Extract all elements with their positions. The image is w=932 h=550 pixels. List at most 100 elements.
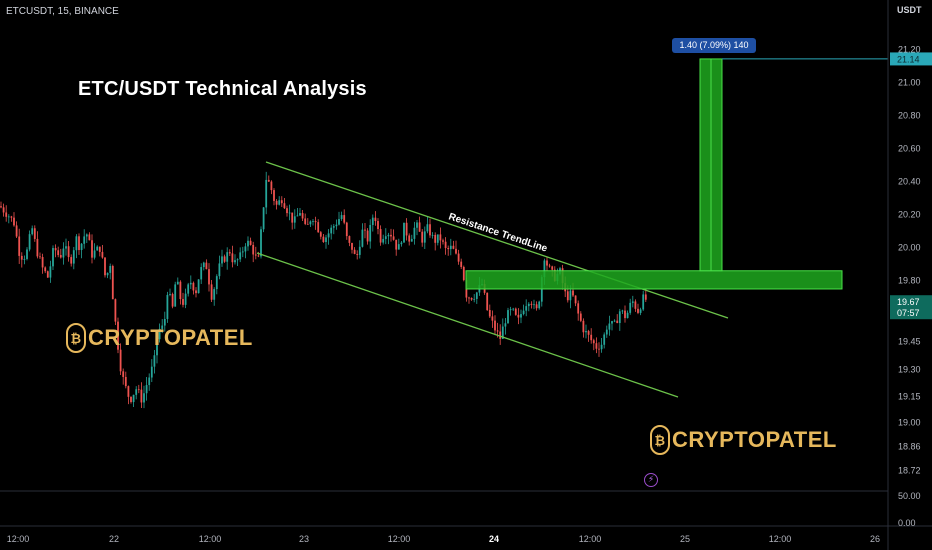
y-tick-label: 20.00	[898, 243, 921, 253]
y-tick-label: 19.30	[898, 365, 921, 375]
candle	[460, 261, 463, 267]
candle	[5, 212, 8, 217]
candle	[486, 292, 489, 310]
candle	[436, 234, 439, 243]
candle	[351, 242, 353, 250]
candle	[312, 221, 314, 222]
candle	[382, 238, 385, 243]
candle	[413, 227, 416, 239]
candle	[291, 212, 294, 223]
candle	[408, 235, 411, 242]
candle	[468, 297, 470, 299]
candle	[592, 340, 595, 344]
candle	[499, 331, 502, 339]
symbol-header: ETCUSDT, 15, BINANCE	[6, 6, 119, 17]
candle	[10, 216, 13, 218]
candle	[582, 320, 585, 333]
candle	[273, 190, 275, 201]
candle	[179, 281, 182, 300]
candle	[31, 228, 34, 235]
candle	[153, 355, 156, 367]
candle	[226, 252, 229, 262]
candle	[637, 308, 639, 313]
candle	[496, 330, 499, 332]
candle	[442, 240, 444, 242]
candle	[132, 394, 135, 403]
candle	[390, 234, 392, 237]
target-price-tag-text: 21.14	[897, 54, 920, 64]
candle	[119, 349, 122, 372]
candle	[455, 248, 457, 254]
candle	[288, 212, 291, 214]
candle	[387, 234, 390, 237]
candle	[405, 222, 408, 236]
candle	[52, 248, 54, 267]
candle	[605, 329, 608, 335]
candle	[634, 301, 637, 309]
candle	[70, 257, 73, 264]
lightning-icon[interactable]: ⚡	[644, 473, 658, 487]
y-tick-label: 19.15	[898, 392, 921, 402]
candle	[150, 366, 153, 378]
candle	[319, 232, 322, 237]
candle	[379, 229, 382, 243]
candle	[28, 234, 31, 250]
candle	[353, 249, 356, 254]
candle	[143, 393, 145, 403]
resistance-trendline-label: Resistance TrendLine	[447, 211, 549, 254]
candle	[187, 284, 190, 294]
y-tick-label: 20.60	[898, 144, 921, 154]
candle	[410, 238, 413, 242]
candle	[130, 396, 132, 403]
candle	[117, 321, 119, 350]
x-tick-label: 12:00	[199, 534, 222, 544]
candle	[473, 298, 476, 300]
candle	[449, 245, 452, 250]
candle	[325, 237, 327, 243]
candle	[574, 295, 577, 304]
candle	[621, 310, 624, 312]
candle	[221, 256, 223, 264]
candle	[2, 207, 5, 213]
candle	[338, 219, 340, 225]
candle	[286, 208, 288, 214]
candle	[205, 262, 208, 270]
candle	[616, 320, 619, 324]
candle	[426, 224, 429, 232]
measure-label[interactable]: 1.40 (7.09%) 140	[672, 38, 756, 53]
candle	[590, 334, 593, 341]
candle	[361, 229, 364, 247]
candle	[145, 385, 148, 394]
candle	[23, 258, 26, 260]
candle	[88, 234, 91, 241]
candle	[33, 228, 36, 239]
candle	[41, 257, 44, 268]
candle	[101, 251, 104, 258]
candle	[36, 238, 39, 257]
candle	[431, 234, 434, 236]
candle	[343, 215, 346, 223]
candle	[215, 276, 218, 290]
candle	[358, 246, 361, 255]
candle	[444, 241, 447, 249]
candle	[213, 289, 216, 300]
candle	[600, 344, 603, 350]
candle	[535, 304, 538, 309]
candle	[78, 236, 80, 251]
candle	[327, 233, 330, 238]
resistance-zone	[465, 270, 843, 290]
candle	[223, 256, 226, 262]
candle	[20, 255, 23, 260]
candle	[470, 298, 473, 300]
candle	[174, 284, 177, 307]
y-tick-label: 21.00	[898, 78, 921, 88]
volume-tick-label: 50.00	[898, 491, 921, 501]
candle	[488, 309, 491, 317]
candle	[366, 230, 369, 242]
candle	[301, 213, 304, 219]
x-tick-label: 22	[109, 534, 119, 544]
candle	[585, 331, 587, 333]
candle	[189, 282, 192, 285]
candle	[257, 255, 260, 257]
